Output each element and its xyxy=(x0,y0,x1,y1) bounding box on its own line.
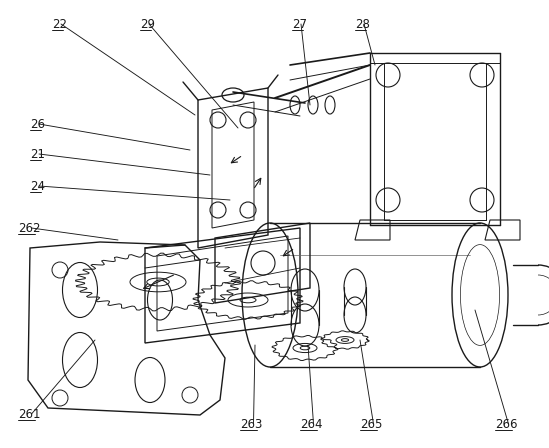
Text: 262: 262 xyxy=(18,222,41,235)
Text: 29: 29 xyxy=(140,18,155,31)
Text: 22: 22 xyxy=(52,18,67,31)
Text: 264: 264 xyxy=(300,418,322,431)
Text: 21: 21 xyxy=(30,148,45,161)
Text: 265: 265 xyxy=(360,418,382,431)
Text: 266: 266 xyxy=(495,418,518,431)
Text: 28: 28 xyxy=(355,18,370,31)
Text: 24: 24 xyxy=(30,180,45,193)
Text: 27: 27 xyxy=(292,18,307,31)
Text: 261: 261 xyxy=(18,408,41,421)
Text: 26: 26 xyxy=(30,118,45,131)
Text: 263: 263 xyxy=(240,418,262,431)
